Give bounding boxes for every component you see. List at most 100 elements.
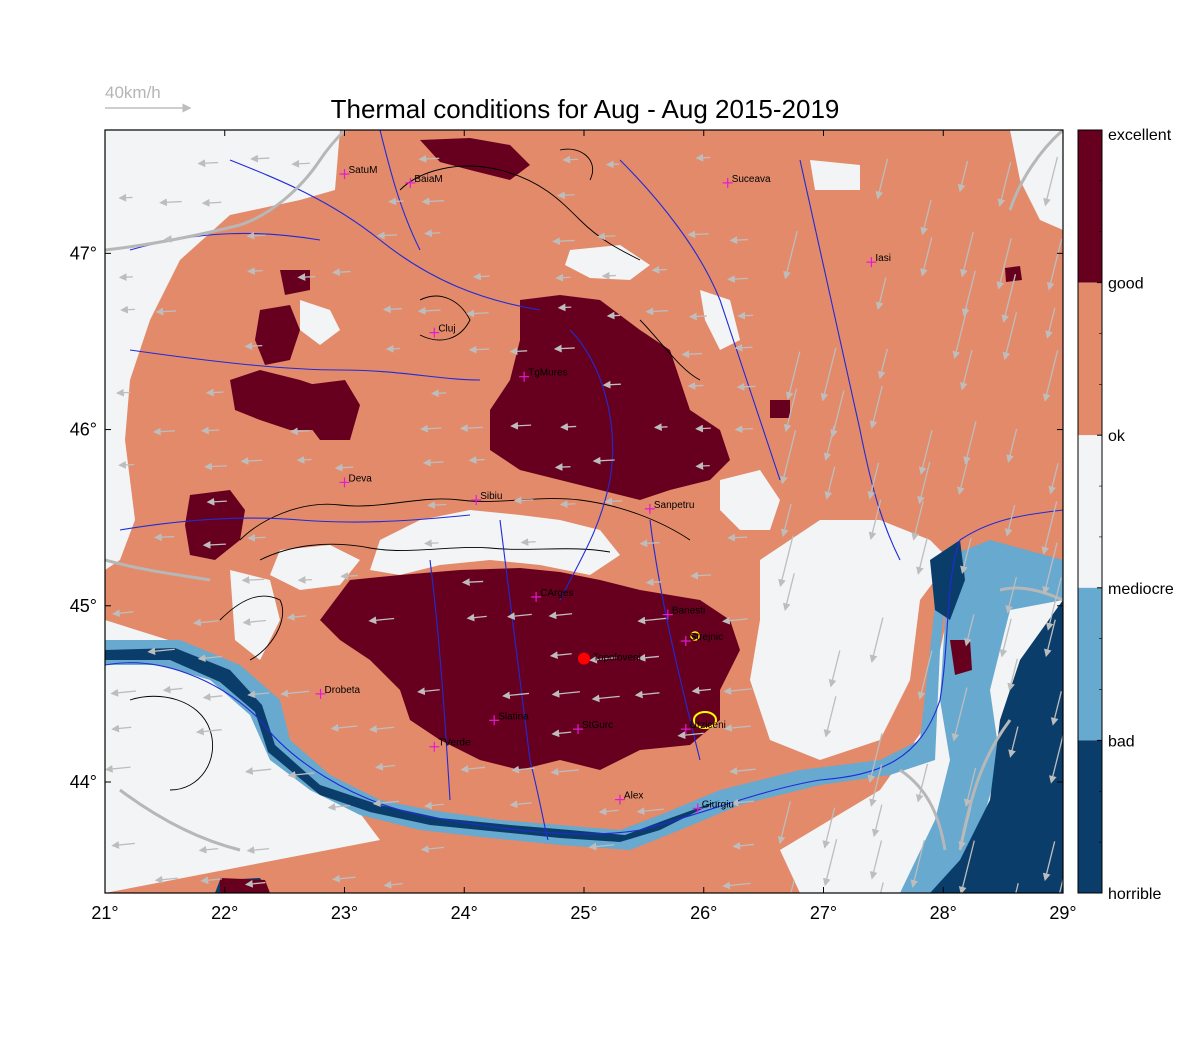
- map-title: Thermal conditions for Aug - Aug 2015-20…: [331, 94, 840, 124]
- wind-arrow-icon: [1008, 726, 1019, 758]
- wind-arrow-icon: [550, 767, 579, 776]
- wind-arrow-icon: [198, 845, 219, 854]
- excellent-zones: [185, 138, 1022, 893]
- city-label: Cluj: [438, 324, 455, 335]
- city-marker: Slatina: [489, 711, 529, 726]
- wind-arrow-icon: [111, 724, 132, 733]
- city-marker: Sanpetru: [644, 500, 694, 514]
- wind-arrow-icon: [730, 798, 754, 807]
- wind-arrow-icon: [734, 343, 753, 352]
- rivers: [105, 130, 1063, 841]
- wind-arrow-icon: [723, 687, 752, 695]
- wind-arrow-icon: [511, 765, 535, 774]
- wind-arrow-icon: [423, 801, 444, 810]
- wind-arrow-icon: [162, 685, 183, 694]
- wind-arrow-icon: [430, 389, 447, 398]
- wind-arrow-icon: [111, 841, 136, 849]
- legend-colorbar: excellent good ok mediocre bad horrible: [1077, 127, 1174, 903]
- city-label: Deva: [349, 473, 373, 484]
- city-marker: BaiaM: [405, 174, 443, 188]
- wind-arrow-icon: [195, 727, 222, 736]
- wind-arrow-icon: [473, 272, 490, 281]
- wind-arrow-icon: [549, 651, 572, 660]
- wind-arrow-icon: [468, 345, 490, 354]
- wind-arrow-icon: [727, 533, 748, 542]
- wind-arrow-icon: [290, 427, 310, 436]
- wind-arrow-icon: [111, 609, 134, 618]
- wind-arrow-icon: [385, 344, 400, 353]
- wind-arrow-icon: [553, 344, 575, 353]
- wind-arrow-icon: [722, 881, 751, 890]
- wind-arrow-icon: [459, 424, 483, 433]
- legend-label: excellent: [1108, 127, 1172, 144]
- city-marker: Cluj: [429, 324, 456, 338]
- wind-arrow-icon: [163, 235, 183, 243]
- wind-arrow-icon: [823, 425, 835, 461]
- wind-arrow-icon: [828, 650, 841, 688]
- wind-arrow-icon: [958, 806, 972, 850]
- city-label: StGurc: [582, 720, 613, 731]
- wind-arrow-icon: [782, 573, 795, 612]
- city-label: Iasi: [875, 253, 891, 264]
- wind-arrow-icon: [420, 845, 445, 853]
- city-marker: Strejnic: [680, 632, 723, 647]
- wind-arrow-icon: [560, 422, 577, 431]
- wind-arrow-icon: [562, 155, 579, 164]
- x-tick-label: 28°: [930, 903, 957, 923]
- bad-zones: [105, 540, 1063, 893]
- wind-arrow-icon: [202, 541, 226, 549]
- wind-arrow-icon: [677, 731, 704, 740]
- wind-arrow-icon: [332, 874, 356, 883]
- wind-arrow-icon: [1043, 156, 1059, 207]
- wind-arrow-icon: [1050, 691, 1062, 726]
- wind-arrow-icon: [911, 501, 924, 541]
- wind-arrow-icon: [513, 496, 534, 505]
- wind-arrow-icon: [1006, 428, 1018, 463]
- wind-arrow-icon: [1046, 238, 1063, 291]
- wind-arrow-icon: [918, 430, 933, 475]
- wind-arrow-icon: [879, 882, 884, 893]
- wind-arrow-icon: [118, 193, 133, 202]
- wind-arrow-icon: [520, 538, 536, 547]
- x-tick-label: 23°: [331, 903, 358, 923]
- wind-arrow-icon: [777, 801, 792, 845]
- wind-arrow-icon: [824, 466, 836, 500]
- wind-arrow-icon: [466, 613, 487, 622]
- wind-arrow-icon: [557, 303, 572, 312]
- x-tick-label: 27°: [810, 903, 837, 923]
- wind-arrow-icon: [920, 237, 933, 277]
- highlight-dot: [690, 631, 700, 641]
- y-tick-label: 46°: [70, 420, 97, 440]
- city-marker: Banesti: [662, 606, 705, 620]
- city-label: TVerde: [438, 738, 471, 749]
- site-label: Topoloveni: [593, 653, 641, 664]
- wind-arrow-icon: [875, 158, 889, 200]
- wind-arrow-icon: [645, 578, 662, 587]
- x-axis: 21° 22° 23° 24° 25° 26° 27° 28° 29°: [91, 130, 1077, 923]
- x-tick-label: 24°: [451, 903, 478, 923]
- wind-arrow-icon: [206, 497, 227, 506]
- wind-arrow-icon: [383, 880, 403, 889]
- legend-label: bad: [1108, 733, 1135, 750]
- wind-arrow-icon: [424, 229, 441, 238]
- wind-arrow-icon: [297, 273, 316, 281]
- legend-swatch: [1078, 282, 1102, 436]
- city-marker: CArges: [531, 588, 573, 602]
- wind-arrow-icon: [723, 724, 751, 732]
- wind-arrow-icon: [244, 767, 272, 775]
- city-markers: SatuM BaiaM Suceava Iasi Cluj TgMures Deva Sibi…: [315, 165, 891, 814]
- wind-arrow-icon: [551, 729, 572, 738]
- legend-label: good: [1108, 276, 1144, 293]
- wind-arrow-icon: [822, 839, 838, 887]
- wind-arrow-icon: [147, 647, 175, 656]
- wind-arrow-icon: [368, 725, 395, 733]
- wind-arrow-icon: [1045, 307, 1056, 339]
- y-axis: 44° 45° 46° 47°: [70, 243, 1063, 792]
- wind-arrow-icon: [334, 463, 354, 472]
- wind-arrow-icon: [242, 618, 266, 626]
- legend-swatch: [1078, 435, 1102, 588]
- wind-arrow-icon: [1004, 505, 1016, 537]
- wind-arrow-icon: [867, 462, 880, 500]
- wind-arrow-icon: [427, 501, 447, 509]
- wind-arrow-icon: [636, 807, 664, 815]
